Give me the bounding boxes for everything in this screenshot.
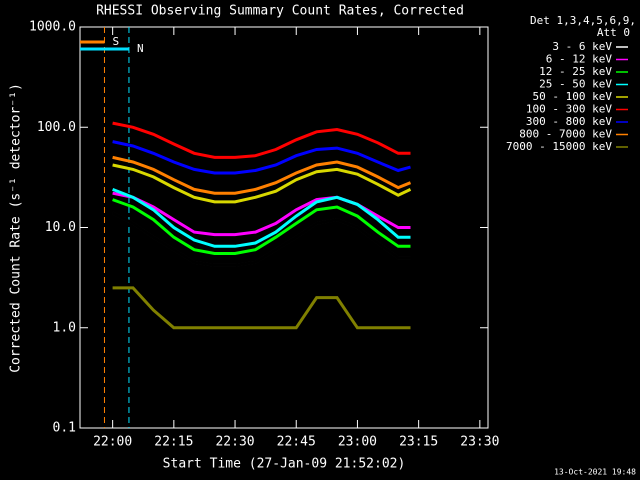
legend-title: Det 1,3,4,5,6,9, (530, 14, 636, 27)
chart-title: RHESSI Observing Summary Count Rates, Co… (96, 4, 464, 19)
legend-label: 50 - 100 keV (533, 90, 613, 103)
x-axis-label: Start Time (27-Jan-09 21:52:02) (163, 457, 406, 472)
y-tick-label: 100.0 (37, 120, 76, 135)
y-axis-label: Corrected Count Rate (s⁻¹ detector⁻¹) (9, 83, 24, 373)
series-line (112, 155, 412, 195)
series-line-outline (111, 211, 411, 267)
x-tick-label: 22:45 (277, 435, 316, 450)
legend-label: 12 - 25 keV (539, 65, 612, 78)
x-tick-label: 22:30 (215, 435, 254, 450)
y-tick-label: 0.1 (53, 421, 76, 436)
series-line (112, 286, 411, 330)
x-tick-label: 23:00 (338, 435, 377, 450)
legend-title: Att 0 (597, 26, 630, 39)
legend-label: 3 - 6 keV (552, 40, 612, 53)
x-tick-label: 23:30 (460, 435, 499, 450)
legend-label: 800 - 7000 keV (519, 128, 612, 141)
footer: 13-Oct-2021 19:48 (554, 468, 636, 477)
legend-label: 6 - 12 keV (546, 53, 613, 66)
y-tick-label: 1.0 (53, 320, 76, 335)
series-line (112, 188, 411, 248)
series-line (112, 140, 411, 175)
legend-label: 7000 - 15000 keV (506, 140, 612, 153)
y-tick-label: 1000.0 (29, 20, 76, 35)
y-tick-label: 10.0 (45, 220, 76, 235)
legend-label: 25 - 50 keV (539, 78, 612, 91)
annotation-label: N (137, 42, 144, 55)
legend-label: 300 - 800 keV (526, 115, 612, 128)
series-line (112, 163, 412, 204)
x-tick-label: 23:15 (399, 435, 438, 450)
x-tick-label: 22:00 (93, 435, 132, 450)
x-tick-label: 22:15 (154, 435, 193, 450)
series-line (112, 198, 411, 255)
annotation-label: S (112, 35, 119, 48)
legend-label: 100 - 300 keV (526, 103, 612, 116)
series-line (112, 121, 411, 159)
